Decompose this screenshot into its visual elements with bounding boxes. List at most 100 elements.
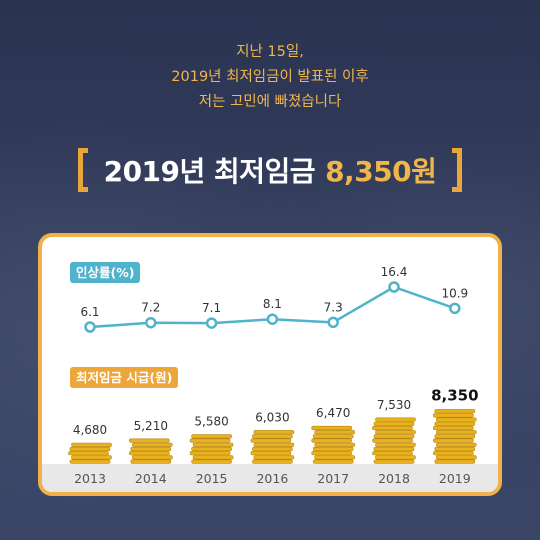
coin <box>129 438 170 443</box>
coin <box>435 455 477 460</box>
rate-point-2019 <box>449 302 461 315</box>
x-tick-2019: 2019 <box>439 471 471 486</box>
intro-line-1: 지난 15일, <box>236 44 304 60</box>
coin <box>132 442 173 447</box>
coin <box>375 442 416 447</box>
coin <box>129 451 170 456</box>
coin <box>372 438 413 443</box>
coin <box>375 430 416 435</box>
coin <box>312 459 354 464</box>
coin <box>373 434 415 439</box>
coin <box>434 421 476 426</box>
rate-label-2016: 8.1 <box>263 297 282 311</box>
coin <box>311 451 353 456</box>
coin <box>311 425 353 431</box>
coin <box>130 459 172 464</box>
coin <box>130 446 172 452</box>
coin <box>69 459 111 464</box>
wage-bar-2016 <box>250 430 295 464</box>
x-tick-2013: 2013 <box>74 471 106 486</box>
wage-bar-2017 <box>311 425 356 464</box>
wage-label-2014: 5,210 <box>134 419 168 433</box>
x-tick-2015: 2015 <box>196 471 228 486</box>
wage-label-2013: 4,680 <box>73 423 107 437</box>
coin <box>375 455 416 460</box>
chart-svg: 6.1 7.2 7.1 8.1 7.3 16.4 10.9 4,680 5,210 5,580 6,… <box>42 265 498 492</box>
rate-point-2016 <box>266 313 279 325</box>
rate-label-2017: 7.3 <box>324 300 343 314</box>
coin <box>68 451 109 456</box>
right-bracket <box>452 148 463 192</box>
coin <box>250 451 292 456</box>
wage-bar-2014 <box>129 438 173 464</box>
intro-text: 지난 15일, 2019년 최저임금이 발표된 이후 저는 고민에 빠졌습니다 <box>0 40 540 115</box>
coin <box>432 438 474 443</box>
rate-point-2013 <box>84 321 96 333</box>
chart-card: 인상률(%) 최저임금 시급(원) 6.1 7.2 7.1 8.1 7.3 16.4 10.… <box>38 233 502 496</box>
coin <box>435 442 477 447</box>
coin <box>373 421 415 426</box>
coin <box>253 430 295 435</box>
coin <box>132 455 173 460</box>
coin <box>434 409 476 414</box>
x-tick-2014: 2014 <box>135 471 167 486</box>
wage-bar-2013 <box>68 442 112 464</box>
rate-label-2013: 6.1 <box>80 305 99 319</box>
coin <box>432 413 474 418</box>
coin <box>314 455 356 460</box>
coin <box>435 417 477 422</box>
coin <box>432 425 474 431</box>
headline-text: 2019년 최저임금 8,350원 <box>100 150 441 190</box>
coin <box>189 438 231 443</box>
coin <box>311 438 353 443</box>
coin <box>435 430 477 435</box>
coin <box>314 430 356 435</box>
rate-label-2019: 10.9 <box>441 286 468 300</box>
rate-point-2014 <box>145 316 157 329</box>
coin <box>373 459 415 464</box>
coin <box>252 434 293 439</box>
wage-label-2015: 5,580 <box>194 415 228 429</box>
rate-point-2018 <box>388 281 400 293</box>
headline-year: 2019년 최저임금 <box>103 155 316 188</box>
coin <box>373 446 415 452</box>
coin <box>69 446 111 452</box>
coin <box>434 459 476 464</box>
intro-line-3: 저는 고민에 빠졌습니다 <box>198 94 342 110</box>
coin <box>252 459 293 464</box>
wage-bar-2019 <box>432 409 477 464</box>
coin <box>191 446 232 452</box>
coin <box>434 434 476 439</box>
coin <box>253 442 295 447</box>
x-tick-2017: 2017 <box>317 471 349 486</box>
coin <box>192 455 234 460</box>
coin <box>372 451 413 456</box>
wage-bar-2018 <box>372 417 416 464</box>
wage-label-2018: 7,530 <box>377 398 411 412</box>
wage-chart-title: 최저임금 시급(원) <box>70 367 179 388</box>
x-tick-2016: 2016 <box>256 471 288 486</box>
wage-label-2019: 8,350 <box>431 386 478 404</box>
coin <box>71 455 112 460</box>
coin <box>375 417 416 422</box>
rate-point-2015 <box>205 317 218 329</box>
coin <box>191 459 232 464</box>
coin <box>71 442 112 447</box>
coin <box>252 446 293 452</box>
wage-bar-2015 <box>189 434 234 464</box>
coin <box>253 455 295 460</box>
coin <box>432 451 474 456</box>
wage-label-2017: 6,470 <box>316 406 350 420</box>
coin <box>192 442 234 447</box>
left-bracket <box>77 148 88 192</box>
coin <box>434 446 476 452</box>
rate-point-2017 <box>327 316 339 329</box>
coin <box>312 446 354 452</box>
rate-label-2014: 7.2 <box>141 301 160 315</box>
coin <box>191 434 232 439</box>
coin <box>250 438 292 443</box>
rate-chart-title: 인상률(%) <box>70 262 141 283</box>
coin <box>189 451 231 456</box>
coin <box>314 442 356 447</box>
wage-label-2016: 6,030 <box>255 410 289 424</box>
